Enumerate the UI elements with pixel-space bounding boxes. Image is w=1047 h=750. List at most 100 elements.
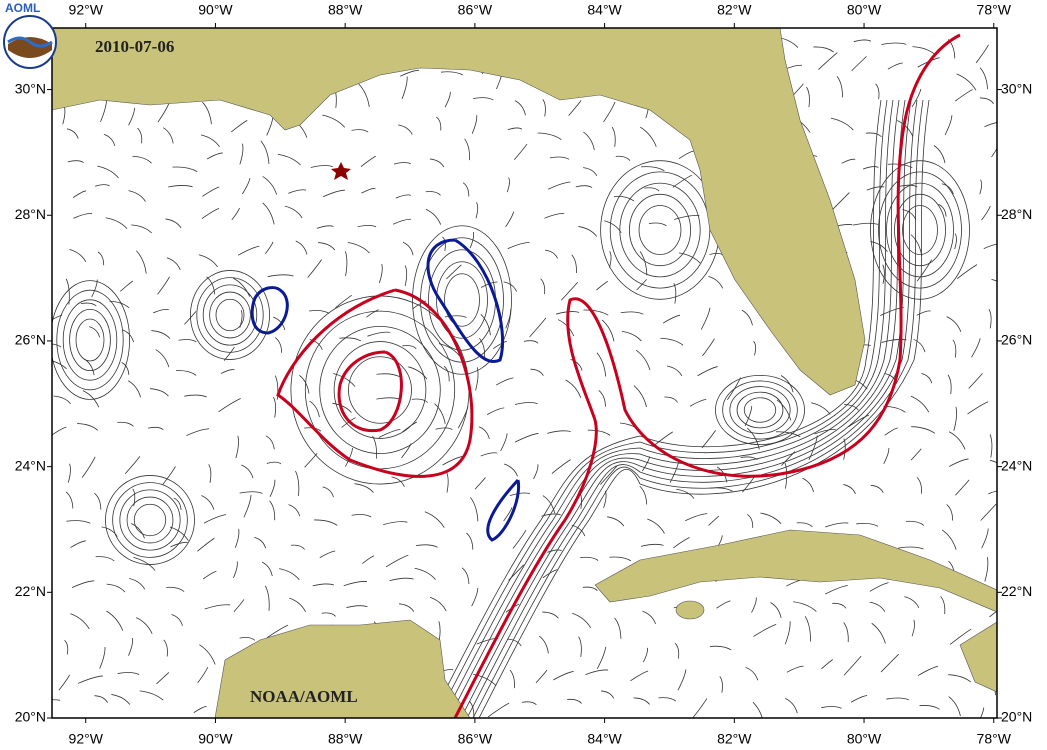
streamline <box>506 177 510 193</box>
streamline <box>946 504 954 521</box>
streamline <box>487 702 510 718</box>
credit-label: NOAA/AOML <box>250 687 358 706</box>
streamline <box>514 100 526 116</box>
streamline <box>596 646 607 670</box>
streamline <box>436 261 488 339</box>
streamline <box>199 644 216 665</box>
streamline <box>948 674 972 683</box>
streamline <box>346 605 368 609</box>
streamline <box>638 205 682 255</box>
streamline <box>753 624 777 637</box>
streamline <box>674 643 680 659</box>
streamline <box>173 497 182 510</box>
streamline <box>676 488 695 499</box>
streamline <box>916 259 933 282</box>
streamline <box>542 99 546 117</box>
streamline <box>886 697 909 701</box>
streamline <box>66 128 79 139</box>
lon-label-bottom: 86°W <box>458 731 493 747</box>
streamline <box>851 56 867 71</box>
streamline <box>980 707 985 718</box>
streamline <box>464 138 471 161</box>
streamline <box>233 277 251 297</box>
streamline <box>460 99 912 718</box>
logo-land <box>8 37 52 58</box>
lon-label-bottom: 90°W <box>198 731 233 747</box>
streamline <box>884 427 898 436</box>
streamline <box>571 254 577 274</box>
streamline <box>361 188 376 194</box>
streamline <box>473 97 494 101</box>
streamline <box>442 456 463 466</box>
streamline <box>677 669 687 691</box>
streamline <box>641 166 665 171</box>
streamline <box>697 366 718 377</box>
streamline <box>209 291 251 339</box>
streamline <box>949 458 969 467</box>
streamline <box>72 190 87 198</box>
streamline <box>821 659 834 670</box>
streamline <box>277 153 301 166</box>
streamline <box>535 669 548 684</box>
streamline <box>429 596 447 612</box>
streamline <box>233 599 245 613</box>
streamline <box>916 310 931 316</box>
streamline <box>132 488 136 507</box>
streamline <box>99 646 106 669</box>
lon-label-bottom: 92°W <box>69 731 104 747</box>
streamline <box>399 603 415 612</box>
streamline <box>136 250 147 274</box>
streamline <box>578 636 582 657</box>
streamline <box>533 464 539 480</box>
streamline <box>378 428 401 438</box>
streamline <box>719 676 723 693</box>
streamline <box>94 492 102 510</box>
streamline <box>678 252 701 264</box>
streamline <box>568 100 582 116</box>
streamline <box>523 340 539 344</box>
streamline <box>165 218 182 229</box>
streamline <box>551 459 571 474</box>
streamline <box>80 302 97 307</box>
lon-label-bottom: 82°W <box>717 731 752 747</box>
streamline <box>274 375 279 400</box>
streamline <box>241 464 254 479</box>
lon-label-top: 86°W <box>458 2 493 18</box>
streamline <box>843 655 862 676</box>
streamline <box>149 388 169 397</box>
streamline <box>309 339 323 350</box>
streamline <box>619 182 701 278</box>
streamline <box>237 245 260 256</box>
date-label: 2010-07-06 <box>95 37 174 56</box>
streamline <box>988 490 997 495</box>
streamline <box>507 638 522 647</box>
streamline <box>314 519 338 526</box>
streamline <box>444 91 451 108</box>
streamline <box>120 280 134 292</box>
streamline <box>411 398 428 403</box>
lon-label-top: 82°W <box>717 2 752 18</box>
streamline <box>856 523 879 527</box>
streamline <box>975 44 989 64</box>
streamline <box>333 341 427 439</box>
streamline <box>548 181 571 190</box>
streamline <box>806 86 810 108</box>
streamline <box>170 541 188 548</box>
streamline <box>304 452 318 468</box>
streamline <box>542 569 558 579</box>
streamline <box>567 698 582 704</box>
streamline <box>743 397 777 423</box>
streamline <box>412 225 512 375</box>
streamline <box>184 311 197 325</box>
streamline <box>941 183 954 195</box>
streamline <box>202 284 258 346</box>
streamline <box>95 556 115 562</box>
streamline <box>414 567 436 580</box>
streamline <box>378 263 383 284</box>
streamline <box>745 666 759 681</box>
loop-current <box>453 33 961 718</box>
streamline <box>944 115 953 136</box>
streamline <box>466 532 474 550</box>
streamline <box>500 433 508 452</box>
streamline <box>601 690 615 699</box>
